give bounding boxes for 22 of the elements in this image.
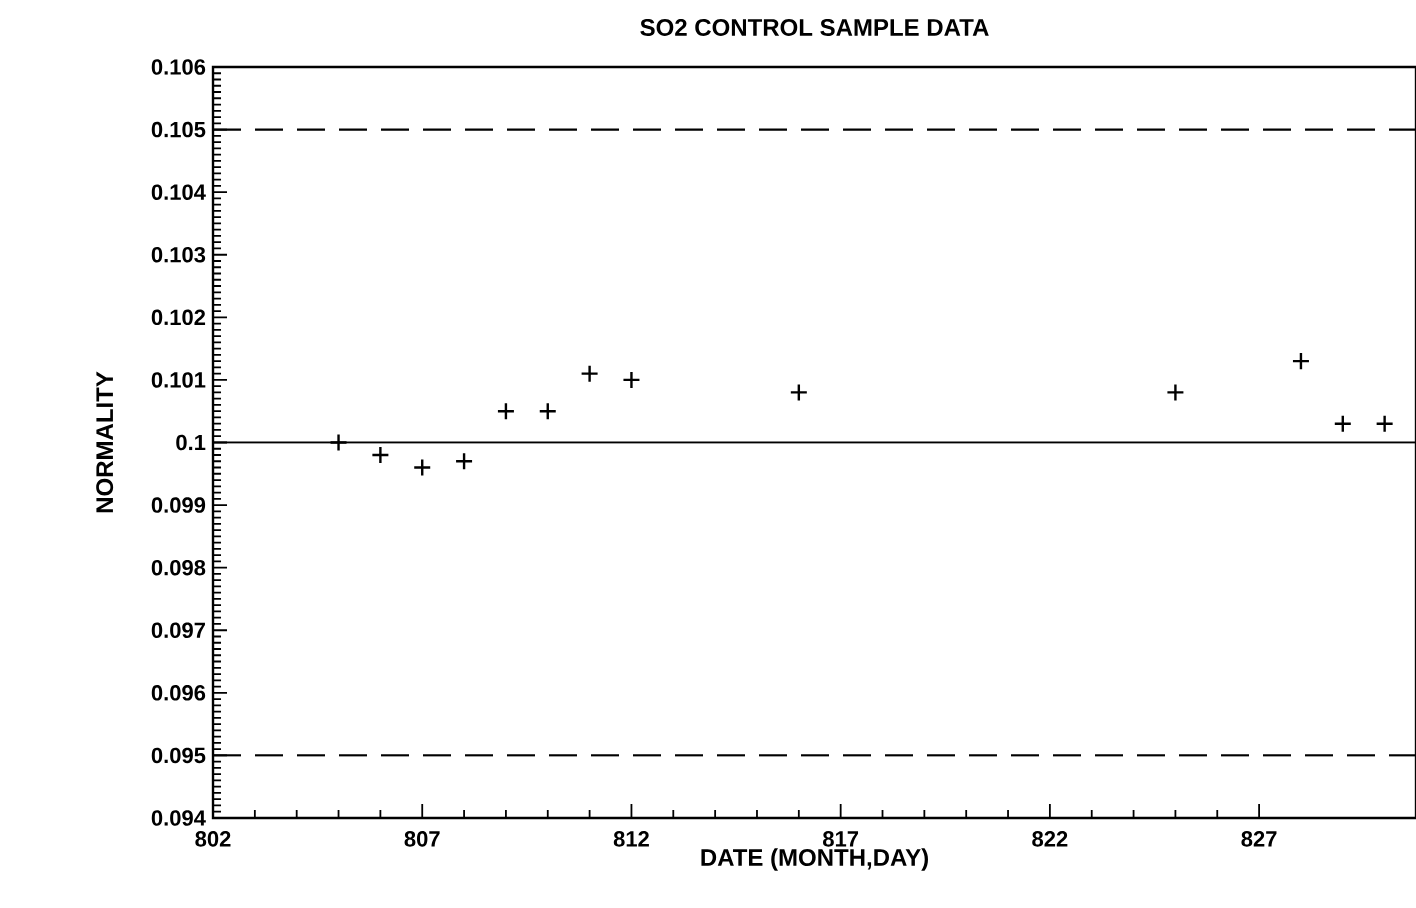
x-tick-label: 817 — [823, 831, 859, 847]
y-axis-title: NORMALITY — [96, 371, 114, 513]
y-tick-label: 0.1 — [176, 434, 206, 451]
y-tick-label: 0.098 — [151, 559, 206, 576]
y-tick-label: 0.094 — [151, 810, 206, 826]
y-tick-label: 0.106 — [151, 59, 206, 75]
x-tick-label: 812 — [613, 831, 649, 847]
y-tick-label: 0.105 — [151, 121, 206, 138]
y-tick-label: 0.099 — [151, 497, 206, 513]
y-tick-label: 0.097 — [151, 622, 205, 639]
y-tick-label: 0.102 — [151, 309, 206, 326]
x-tick-label: 802 — [195, 831, 231, 847]
y-tick-label: 0.096 — [151, 685, 206, 701]
x-tick-label: 822 — [1032, 831, 1068, 847]
y-tick-label: 0.101 — [151, 372, 206, 388]
x-tick-label: 827 — [1241, 831, 1277, 847]
y-tick-label: 0.095 — [151, 747, 206, 764]
y-tick-label: 0.104 — [151, 184, 206, 200]
x-axis-title: DATE (MONTH,DAY) — [701, 848, 928, 871]
y-tick-label: 0.103 — [151, 246, 206, 263]
x-tick-label: 807 — [404, 831, 440, 847]
chart-title: SO2 CONTROL SAMPLE DATA — [640, 18, 989, 36]
